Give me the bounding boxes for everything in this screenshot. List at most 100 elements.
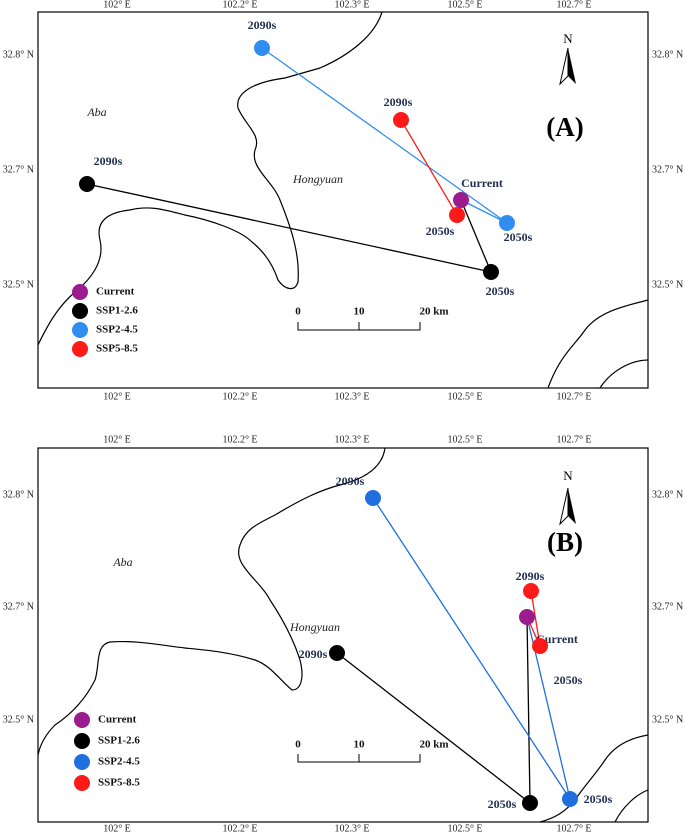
legend-label: Current <box>96 286 135 298</box>
legend-swatch <box>74 754 90 770</box>
legend-label: SSP2-4.5 <box>98 756 140 768</box>
panel-label: (B) <box>547 527 583 557</box>
scale-label: 0 <box>295 739 301 751</box>
x-tick-label: 102.3° E <box>334 391 369 402</box>
legend-label: SSP1-2.6 <box>96 305 138 317</box>
point-label: 2050s <box>504 230 533 244</box>
border <box>539 734 649 823</box>
border <box>614 789 649 823</box>
legend-swatch <box>74 775 90 791</box>
legend-swatch <box>72 341 88 357</box>
x-tick-label: 102.3° E <box>334 434 369 445</box>
boundaries <box>37 11 649 823</box>
x-tick-label: 102.7° E <box>556 0 591 10</box>
y-tick-label: 32.5° N <box>3 714 34 725</box>
y-tick-label: 32.5° N <box>652 714 683 725</box>
border <box>37 11 383 346</box>
y-tick-label: 32.7° N <box>652 601 683 612</box>
centroid <box>483 264 499 280</box>
x-tick-label: 102.5° E <box>447 434 482 445</box>
scale-label: 20 km <box>419 306 448 318</box>
centroid <box>519 609 535 625</box>
x-tick-label: 102.5° E <box>447 0 482 10</box>
x-tick-label: 102° E <box>103 0 131 10</box>
y-tick-label: 32.8° N <box>3 489 34 500</box>
centroid <box>523 583 539 599</box>
panel-label: (A) <box>546 112 583 142</box>
x-tick-label: 102° E <box>103 391 131 402</box>
centroid <box>254 40 270 56</box>
centroid <box>393 112 409 128</box>
north-arrow <box>568 48 576 84</box>
north-arrow <box>559 47 569 86</box>
north-arrow <box>568 488 576 524</box>
point-label: 2050s <box>554 673 583 687</box>
y-tick-label: 32.7° N <box>3 164 34 175</box>
point-label: 2090s <box>336 474 365 488</box>
centroid <box>499 215 515 231</box>
frame <box>37 11 649 389</box>
y-tick-label: 32.5° N <box>3 279 34 290</box>
place-name: Hongyuan <box>289 620 340 634</box>
border <box>547 299 649 389</box>
scale-label: 10 <box>354 306 366 318</box>
legend-swatch <box>72 322 88 338</box>
legend-swatch <box>72 284 88 300</box>
legend-label: SSP2-4.5 <box>96 324 138 336</box>
centroid <box>79 176 95 192</box>
scale-label: 0 <box>295 306 301 318</box>
scale-label: 20 km <box>419 739 448 751</box>
frame <box>37 447 649 823</box>
legend-swatch <box>72 303 88 319</box>
y-tick-label: 32.7° N <box>3 601 34 612</box>
place-name: Aba <box>112 555 132 569</box>
y-tick-label: 32.7° N <box>652 164 683 175</box>
legend-label: SSP5-8.5 <box>96 343 138 355</box>
point-label: 2090s <box>248 18 277 32</box>
y-tick-label: 32.8° N <box>652 49 683 60</box>
centroid <box>449 207 465 223</box>
point-label: 2050s <box>584 792 613 806</box>
north-label: N <box>563 31 573 46</box>
legend-label: SSP1-2.6 <box>98 735 140 747</box>
legend-label: SSP5-8.5 <box>98 777 140 789</box>
x-tick-label: 102.7° E <box>556 434 591 445</box>
legend-swatch <box>74 712 90 728</box>
centroid <box>532 638 548 654</box>
x-tick-label: 102.2° E <box>222 434 257 445</box>
point-label: 2090s <box>94 154 123 168</box>
point-label: 2090s <box>384 95 413 109</box>
x-tick-label: 102.5° E <box>447 823 482 834</box>
north-arrow <box>559 487 569 526</box>
centroid <box>522 795 538 811</box>
track <box>261 47 508 224</box>
place-name: Aba <box>86 105 106 119</box>
x-tick-label: 102.7° E <box>556 823 591 834</box>
x-tick-label: 102.2° E <box>222 823 257 834</box>
y-tick-label: 32.8° N <box>3 49 34 60</box>
legend-swatch <box>74 733 90 749</box>
legend-label: Current <box>98 714 137 726</box>
scale-label: 10 <box>354 739 366 751</box>
point-label: 2050s <box>486 284 515 298</box>
border <box>599 359 649 389</box>
x-tick-label: 102.5° E <box>447 391 482 402</box>
x-tick-label: 102.7° E <box>556 391 591 402</box>
x-tick-label: 102° E <box>103 434 131 445</box>
north-label: N <box>563 468 573 483</box>
place-name: Hongyuan <box>292 172 343 186</box>
centroid <box>562 791 578 807</box>
y-tick-label: 32.8° N <box>652 489 683 500</box>
point-label: 2050s <box>426 224 455 238</box>
x-tick-label: 102.3° E <box>334 823 369 834</box>
x-tick-label: 102.2° E <box>222 0 257 10</box>
y-tick-label: 32.5° N <box>652 279 683 290</box>
x-tick-label: 102.2° E <box>222 391 257 402</box>
point-label: 2090s <box>516 569 545 583</box>
x-tick-label: 102° E <box>103 823 131 834</box>
border <box>37 447 386 756</box>
centroid <box>365 490 381 506</box>
centroid <box>453 192 469 208</box>
x-tick-label: 102.3° E <box>334 0 369 10</box>
